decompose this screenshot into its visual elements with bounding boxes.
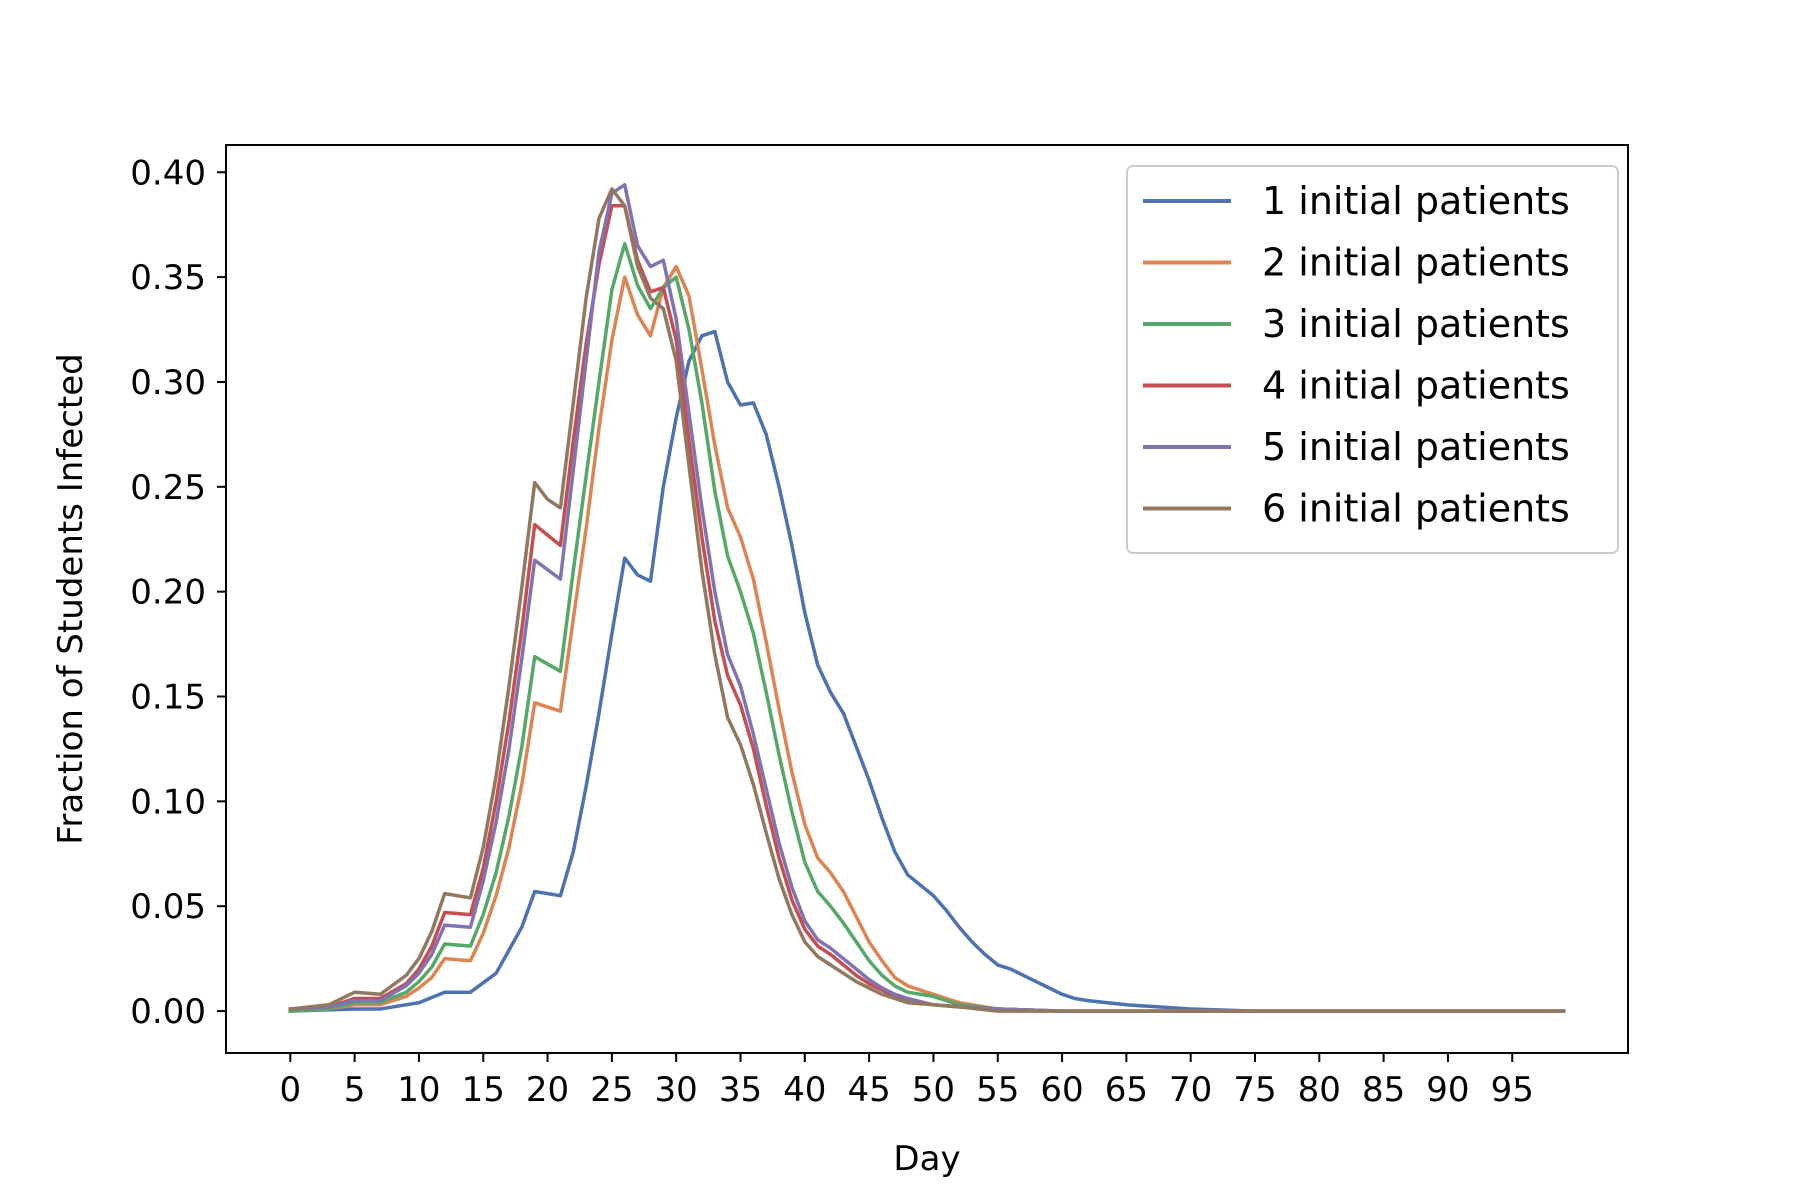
x-tick-label: 50	[912, 1070, 955, 1110]
y-tick-label: 0.10	[130, 782, 206, 822]
x-tick-label: 30	[655, 1070, 698, 1110]
y-tick-label: 0.05	[130, 887, 206, 927]
x-tick-label: 25	[590, 1070, 633, 1110]
legend-label-1: 1 initial patients	[1262, 179, 1570, 223]
y-tick-label: 0.25	[130, 468, 206, 508]
x-tick-label: 40	[783, 1070, 826, 1110]
legend: 1 initial patients 2 initial patients 3 in…	[1126, 165, 1619, 554]
x-tick-label: 15	[462, 1070, 505, 1110]
x-tick-label: 60	[1040, 1070, 1083, 1110]
x-tick-label: 55	[976, 1070, 1019, 1110]
plot-frame	[225, 144, 1629, 1054]
x-tick-label: 10	[397, 1070, 440, 1110]
legend-label-6: 6 initial patients	[1262, 487, 1570, 531]
y-tick-label: 0.35	[130, 258, 206, 298]
x-tick-label: 65	[1105, 1070, 1148, 1110]
y-tick-label: 0.40	[130, 153, 206, 193]
x-tick-label: 80	[1298, 1070, 1341, 1110]
x-tick-label: 75	[1233, 1070, 1276, 1110]
x-axis-label: Day	[893, 1139, 960, 1179]
series-line-4	[288, 204, 1566, 1013]
y-tick-label: 0.00	[130, 992, 206, 1032]
y-tick-label: 0.20	[130, 573, 206, 613]
series-line-1	[288, 329, 1566, 1013]
y-tick-label: 0.30	[130, 363, 206, 403]
x-tick-label: 5	[344, 1070, 366, 1110]
y-axis-label: Fraction of Students Infected	[51, 353, 91, 844]
x-tick-label: 95	[1491, 1070, 1534, 1110]
x-tick-label: 45	[847, 1070, 890, 1110]
y-axis: 0.00 0.05 0.10 0.15 0.20 0.25 0.30 0.35 0.40	[130, 153, 226, 1032]
series-line-6	[288, 187, 1566, 1013]
legend-label-3: 3 initial patients	[1262, 302, 1570, 346]
x-tick-label: 35	[719, 1070, 762, 1110]
legend-box	[1126, 165, 1619, 554]
x-tick-label: 90	[1426, 1070, 1469, 1110]
legend-label-4: 4 initial patients	[1262, 364, 1570, 408]
x-axis: 0 5 10 15 20 25 30 35 40 45 50 55 60 65 70 75 80 85 90 95	[279, 1053, 1534, 1110]
series-line-2	[288, 264, 1566, 1013]
series-line-3	[288, 241, 1566, 1013]
series-layer	[288, 183, 1566, 1013]
x-tick-label: 70	[1169, 1070, 1212, 1110]
x-tick-label: 20	[526, 1070, 569, 1110]
series-line-5	[288, 183, 1566, 1013]
x-tick-label: 85	[1362, 1070, 1405, 1110]
legend-label-2: 2 initial patients	[1262, 241, 1570, 285]
legend-label-5: 5 initial patients	[1262, 425, 1570, 469]
y-tick-label: 0.15	[130, 678, 206, 718]
x-tick-label: 0	[279, 1070, 301, 1110]
